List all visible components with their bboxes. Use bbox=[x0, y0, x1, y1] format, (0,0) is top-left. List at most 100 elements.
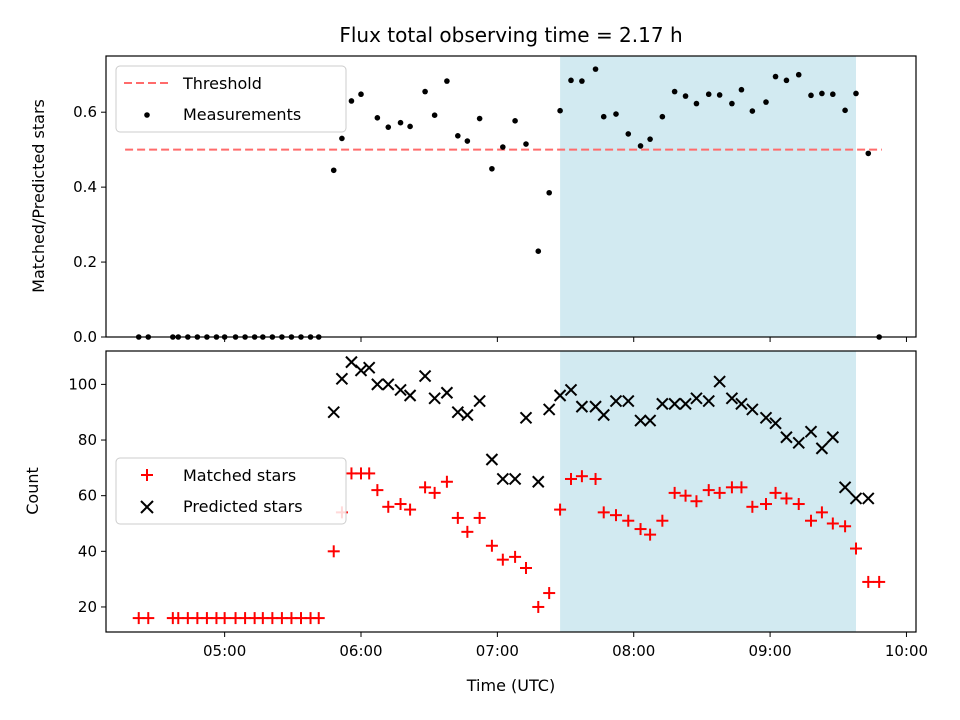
measurement-point bbox=[693, 100, 700, 107]
predicted-star-point bbox=[690, 392, 703, 405]
matched-star-point bbox=[142, 612, 155, 625]
matched-star-point bbox=[760, 498, 772, 511]
top-ytick-label: 0.6 bbox=[73, 103, 97, 121]
measurement-point bbox=[500, 144, 506, 150]
top-ytick-label: 0.2 bbox=[73, 253, 97, 271]
legend-matched-swatch bbox=[141, 469, 153, 481]
matched-star-point bbox=[440, 475, 453, 488]
matched-star-point bbox=[597, 506, 610, 519]
measurement-point bbox=[339, 135, 345, 142]
measurement-point bbox=[330, 167, 337, 174]
matched-star-point bbox=[679, 489, 692, 502]
matched-star-point bbox=[509, 550, 522, 563]
measurement-point bbox=[637, 143, 644, 149]
measurement-point bbox=[819, 90, 825, 97]
legend-threshold-label: Threshold bbox=[182, 74, 262, 93]
matched-star-point bbox=[218, 612, 231, 625]
bottom-xtick-label: 10:00 bbox=[885, 642, 928, 660]
predicted-star-point bbox=[327, 406, 340, 419]
bottom-xtick-label: 07:00 bbox=[476, 642, 519, 660]
predicted-star-point bbox=[440, 386, 454, 399]
measurement-point bbox=[397, 119, 404, 126]
measurement-point bbox=[431, 112, 438, 118]
matched-star-point bbox=[394, 498, 407, 511]
top-highlight-span bbox=[560, 56, 856, 337]
measurement-point bbox=[738, 86, 745, 93]
predicted-star-point bbox=[542, 403, 556, 416]
measurement-point bbox=[568, 77, 574, 84]
matched-star-point bbox=[668, 486, 681, 499]
matched-star-point bbox=[382, 500, 395, 513]
predicted-star-point bbox=[418, 369, 432, 383]
chart-title: Flux total observing time = 2.17 h bbox=[339, 23, 682, 47]
predicted-star-point bbox=[553, 389, 567, 402]
matched-star-point bbox=[554, 503, 567, 516]
matched-star-point bbox=[363, 467, 376, 480]
measurement-point bbox=[763, 99, 769, 105]
bottom-xtick-label: 06:00 bbox=[339, 642, 382, 660]
measurement-point bbox=[512, 118, 518, 124]
measurement-point bbox=[422, 88, 428, 95]
bottom-frame bbox=[105, 350, 917, 633]
measurement-point bbox=[464, 138, 471, 144]
measurement-point bbox=[853, 90, 859, 97]
predicted-star-point bbox=[382, 378, 395, 391]
measurement-point bbox=[865, 150, 872, 157]
measurement-point bbox=[535, 248, 542, 255]
predicted-star-point bbox=[735, 397, 748, 411]
matched-star-point bbox=[520, 562, 532, 575]
matched-star-point bbox=[610, 509, 622, 522]
predicted-star-point bbox=[849, 492, 863, 505]
bottom-xtick-label: 05:00 bbox=[203, 642, 246, 660]
predicted-star-point bbox=[428, 392, 441, 405]
matched-star-point bbox=[575, 470, 588, 483]
measurement-point bbox=[358, 91, 364, 98]
measurement-point bbox=[476, 115, 483, 122]
predicted-star-point bbox=[394, 383, 407, 397]
predicted-star-point bbox=[643, 414, 657, 427]
matched-star-point bbox=[496, 553, 509, 566]
matched-star-point bbox=[461, 525, 474, 538]
matched-star-point bbox=[850, 542, 862, 555]
predicted-star-point bbox=[804, 425, 818, 438]
matched-star-point bbox=[622, 514, 635, 527]
measurement-point bbox=[374, 115, 381, 121]
predicted-star-point bbox=[679, 397, 692, 411]
matched-star-point bbox=[735, 481, 748, 494]
matched-star-point bbox=[746, 500, 759, 513]
predicted-star-point bbox=[622, 394, 635, 408]
bottom-axes: 20 40 60 80 100 05:00 06:00 07:00 08:00 09:00 10:0… bbox=[68, 350, 928, 660]
bottom-xtick-label: 08:00 bbox=[612, 642, 655, 660]
measurement-point bbox=[579, 78, 585, 84]
matched-star-point bbox=[780, 492, 793, 505]
measurement-point bbox=[808, 92, 814, 99]
predicted-star-point bbox=[759, 411, 773, 424]
matched-star-point bbox=[589, 472, 602, 485]
predicted-star-point bbox=[485, 453, 499, 466]
predicted-star-point bbox=[473, 394, 486, 408]
measurement-point bbox=[647, 136, 653, 142]
matched-star-point bbox=[404, 503, 417, 516]
predicted-star-point bbox=[792, 436, 805, 450]
predicted-star-point bbox=[862, 492, 875, 505]
predicted-star-point bbox=[713, 375, 726, 388]
matched-star-point bbox=[634, 523, 647, 536]
predicted-star-point bbox=[656, 397, 669, 411]
measurement-point bbox=[557, 107, 563, 114]
bottom-ytick-label: 40 bbox=[78, 542, 97, 560]
predicted-star-point bbox=[451, 406, 465, 419]
predicted-star-point bbox=[575, 400, 589, 413]
bottom-ytick-label: 60 bbox=[78, 487, 97, 505]
count-points bbox=[132, 355, 886, 625]
measurement-point bbox=[659, 113, 666, 120]
predicted-star-point bbox=[668, 397, 681, 411]
matched-star-point bbox=[473, 511, 486, 524]
predicted-star-point bbox=[532, 475, 545, 488]
bottom-y-axis-label: Count bbox=[23, 467, 42, 515]
predicted-star-point bbox=[335, 372, 349, 386]
predicted-star-point bbox=[519, 411, 533, 424]
matched-star-point bbox=[419, 481, 432, 494]
measurement-point bbox=[716, 92, 723, 98]
top-y-axis-label: Matched/Predicted stars bbox=[29, 99, 48, 293]
